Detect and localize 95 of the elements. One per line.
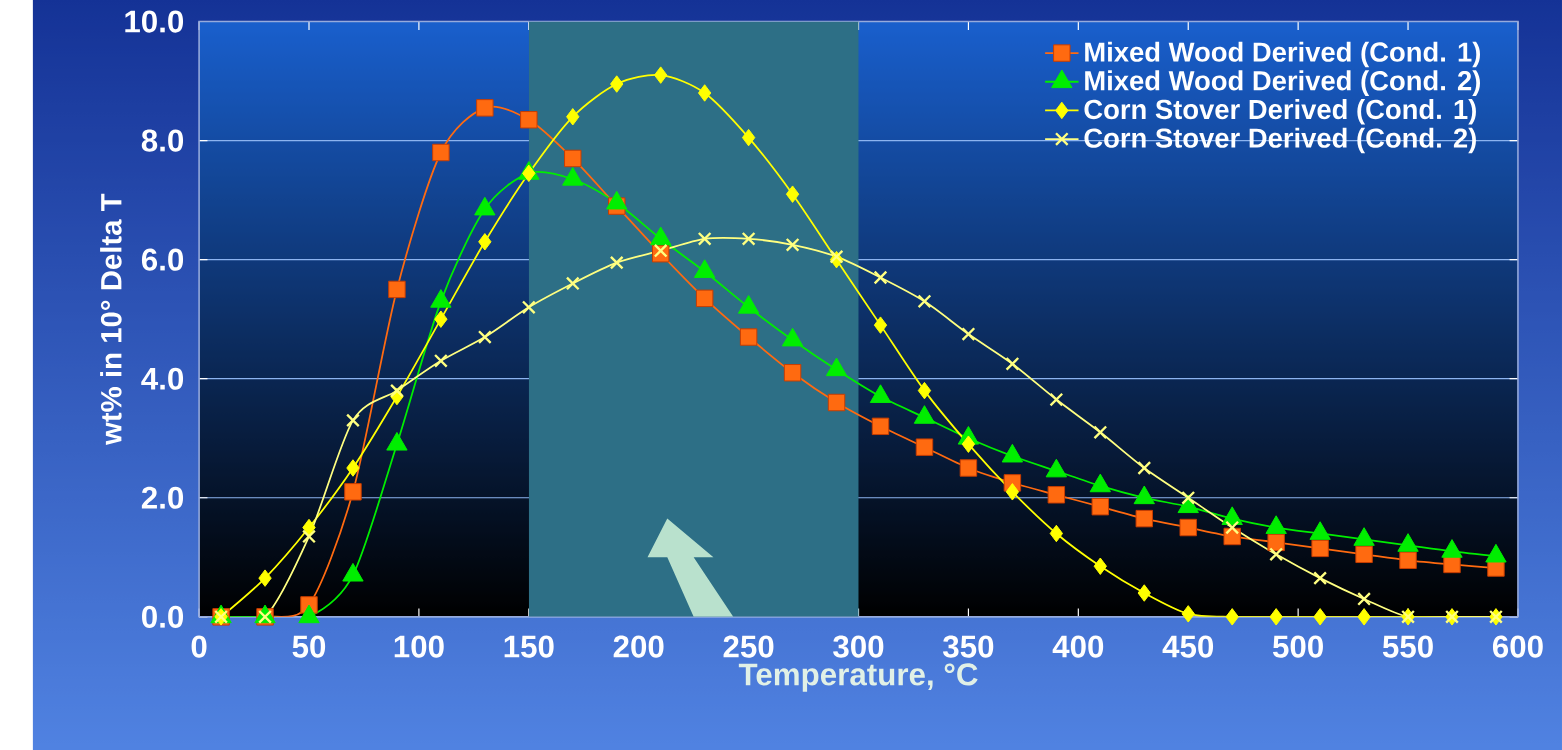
- point: [1225, 520, 1240, 535]
- point: [1047, 486, 1066, 504]
- point: [389, 383, 404, 398]
- point: [609, 255, 624, 270]
- point: [344, 483, 362, 501]
- point: [302, 518, 316, 537]
- point: [1313, 571, 1328, 586]
- point: [695, 289, 714, 308]
- point: [741, 128, 756, 147]
- point: [1137, 584, 1151, 602]
- legend-label: Mixed Wood Derived (Cond. 1): [1085, 41, 1481, 68]
- point: [432, 143, 450, 162]
- x-tick-label: 450: [1162, 635, 1214, 658]
- y-tick-label: 4.0: [141, 367, 184, 390]
- point: [1135, 509, 1153, 528]
- legend-label: Corn Stover Derived (Cond. 1): [1084, 99, 1476, 125]
- point: [1005, 483, 1020, 501]
- point: [610, 75, 624, 93]
- point: [1311, 539, 1329, 558]
- point: [739, 328, 758, 346]
- point: [871, 417, 890, 436]
- point: [1269, 547, 1284, 562]
- point: [829, 249, 844, 264]
- point: [345, 413, 360, 428]
- point: [521, 300, 536, 315]
- y-axis-title: wt% in 10° Delta T: [100, 193, 122, 446]
- point: [258, 569, 272, 587]
- x-tick-label: 300: [833, 635, 884, 658]
- y-tick-label: 10.0: [125, 10, 184, 33]
- x-axis-title: Temperature, °C: [738, 663, 978, 692]
- point: [785, 237, 800, 252]
- point: [346, 459, 360, 477]
- point: [1269, 608, 1283, 626]
- point: [388, 280, 406, 299]
- point: [1181, 605, 1195, 623]
- point: [1313, 608, 1327, 626]
- point: [1399, 551, 1417, 569]
- point: [917, 294, 932, 309]
- point: [478, 233, 492, 251]
- point: [1093, 425, 1108, 440]
- point: [697, 84, 712, 102]
- point: [654, 66, 668, 84]
- point: [1049, 524, 1064, 543]
- x-tick-label: 200: [613, 635, 664, 658]
- point: [565, 276, 580, 291]
- y-tick-label: 6.0: [141, 248, 184, 271]
- x-tick-label: 250: [723, 635, 774, 658]
- point: [1357, 591, 1372, 606]
- point: [520, 111, 538, 129]
- point: [961, 435, 976, 453]
- legend-label: Mixed Wood Derived (Cond. 2): [1085, 70, 1481, 96]
- point: [1357, 608, 1371, 626]
- point: [959, 459, 978, 477]
- point: [1179, 518, 1197, 537]
- point: [434, 310, 448, 328]
- point: [697, 231, 712, 246]
- point: [1225, 608, 1239, 626]
- x-tick-label: 350: [942, 635, 994, 658]
- point: [785, 185, 800, 203]
- x-tick-label: 550: [1382, 635, 1433, 658]
- x-tick-label: 0: [191, 635, 207, 658]
- point: [564, 149, 582, 168]
- point: [827, 393, 846, 412]
- point: [1093, 557, 1107, 575]
- point: [302, 529, 316, 544]
- point: [1049, 392, 1064, 407]
- point: [915, 438, 934, 456]
- point: [741, 231, 756, 246]
- x-tick-label: 100: [394, 635, 444, 658]
- point: [1137, 461, 1152, 475]
- point: [873, 316, 888, 334]
- x-tick-label: 150: [504, 635, 554, 658]
- point: [1267, 533, 1285, 552]
- y-tick-label: 0.0: [142, 605, 184, 628]
- point: [961, 327, 976, 342]
- legend-label: Corn Stover Derived (Cond. 2): [1084, 127, 1476, 154]
- point: [1181, 490, 1196, 505]
- point: [1355, 545, 1373, 564]
- point: [917, 381, 932, 400]
- x-tick-label: 50: [292, 635, 326, 658]
- x-tick-label: 500: [1272, 635, 1323, 658]
- x-tick-label: 600: [1492, 635, 1543, 658]
- point: [1005, 356, 1020, 371]
- point: [1091, 497, 1110, 516]
- point: [873, 270, 888, 285]
- point: [522, 164, 536, 183]
- point: [653, 243, 668, 258]
- x-tick-label: 400: [1052, 635, 1104, 658]
- y-tick-label: 2.0: [141, 486, 184, 509]
- point: [783, 364, 802, 382]
- point: [477, 330, 492, 345]
- point: [566, 108, 580, 126]
- point: [476, 99, 494, 117]
- y-tick-label: 8.0: [141, 129, 184, 152]
- point: [433, 353, 448, 368]
